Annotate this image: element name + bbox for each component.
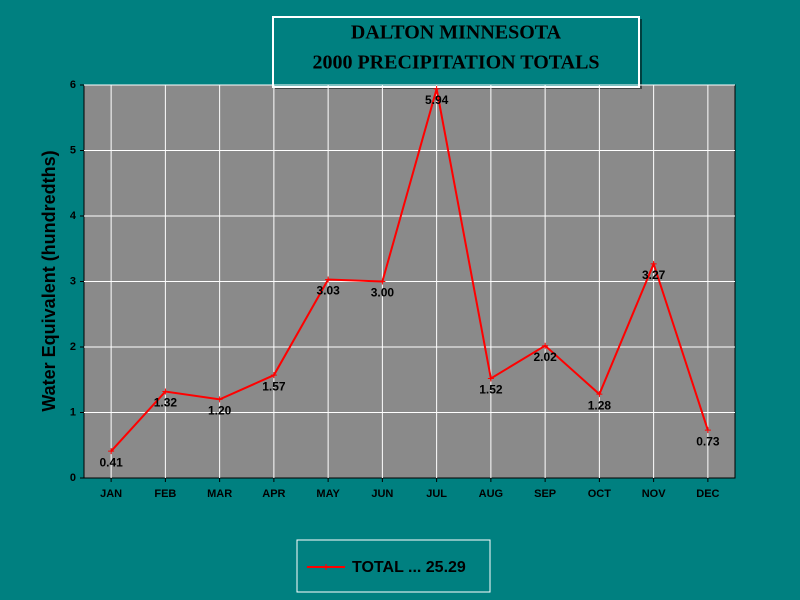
x-tick-label: JUN <box>371 488 393 500</box>
y-tick-label: 4 <box>70 210 77 222</box>
chart-title: 2000 PRECIPITATION TOTALS <box>312 52 599 74</box>
y-tick-label: 0 <box>70 472 76 484</box>
point-marker <box>325 276 332 283</box>
x-tick-label: APR <box>262 488 285 500</box>
data-label: 1.28 <box>588 398 612 412</box>
data-label: 0.41 <box>99 455 123 469</box>
title-box <box>272 16 640 88</box>
data-label: 5.94 <box>425 93 449 107</box>
data-label: 0.73 <box>696 434 720 448</box>
data-label: 2.02 <box>533 350 557 364</box>
point-marker <box>542 342 549 349</box>
x-tick-label: NOV <box>642 488 667 500</box>
data-label: 1.32 <box>154 396 178 410</box>
data-label: 1.52 <box>479 383 503 397</box>
point-marker <box>270 372 277 379</box>
point-marker <box>433 85 440 92</box>
x-tick-label: FEB <box>154 488 176 500</box>
x-tick-label: JAN <box>100 488 122 500</box>
legend-marker <box>323 564 329 570</box>
data-label: 3.27 <box>642 268 666 282</box>
legend-box <box>296 539 491 593</box>
x-tick-label: SEP <box>534 488 556 500</box>
y-axis-label: Water Equivalent (hundredths) <box>39 150 59 411</box>
point-marker <box>162 388 169 395</box>
chart-title: DALTON MINNESOTA <box>351 22 562 44</box>
data-label: 1.20 <box>208 404 232 418</box>
data-label: 3.00 <box>371 286 395 300</box>
point-marker <box>596 391 603 398</box>
x-tick-label: OCT <box>588 488 612 500</box>
line <box>110 88 709 452</box>
y-tick-label: 1 <box>70 406 76 418</box>
data-label: 1.57 <box>262 379 286 393</box>
point-marker <box>487 375 494 382</box>
x-tick-label: MAY <box>316 488 340 500</box>
x-tick-label: DEC <box>696 488 719 500</box>
x-tick-label: JUL <box>426 488 447 500</box>
y-tick-label: 2 <box>70 341 76 353</box>
y-tick-label: 5 <box>70 144 76 156</box>
legend-label: TOTAL ... 25.29 <box>352 559 466 576</box>
point-marker <box>704 427 711 434</box>
y-tick-label: 6 <box>70 79 76 91</box>
point-marker <box>216 396 223 403</box>
y-tick-label: 3 <box>70 275 76 287</box>
x-tick-label: AUG <box>479 488 503 500</box>
data-label: 3.03 <box>316 284 340 298</box>
x-tick-label: MAR <box>207 488 232 500</box>
point-marker <box>379 278 386 285</box>
point-marker <box>108 448 115 455</box>
point-marker <box>650 260 657 267</box>
